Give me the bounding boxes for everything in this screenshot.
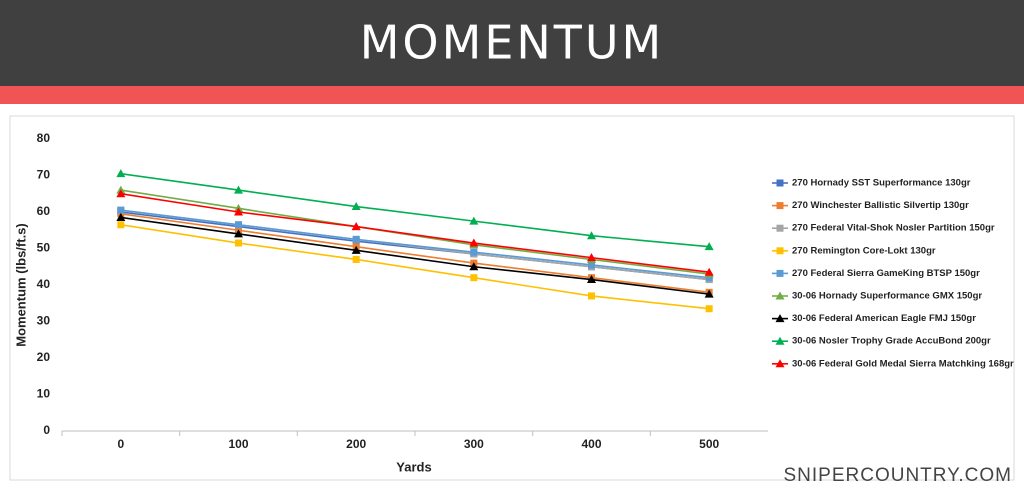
data-point [587, 253, 596, 262]
data-point [704, 289, 714, 298]
x-axis-label: Yards [396, 459, 431, 474]
data-point [116, 169, 126, 178]
data-point [117, 206, 125, 214]
legend-label: 30-06 Hornady Superformance GMX 150gr [792, 291, 982, 302]
y-tick-label: 60 [37, 204, 51, 218]
series-line [120, 192, 710, 274]
y-tick-label: 50 [37, 241, 51, 255]
legend-label: 270 Federal Sierra GameKing BTSP 150gr [792, 268, 980, 279]
legend-label: 30-06 Federal Gold Medal Sierra Matchkin… [792, 358, 1014, 369]
data-point [235, 239, 242, 247]
data-point [116, 189, 126, 198]
data-point [588, 292, 595, 300]
data-point [705, 274, 713, 282]
data-point [704, 242, 714, 251]
data-point [470, 248, 478, 256]
legend-label: 270 Winchester Ballistic Silvertip 130gr [792, 200, 969, 211]
legend-label: 30-06 Nosler Trophy Grade AccuBond 200gr [792, 336, 991, 347]
data-point [352, 255, 360, 263]
y-tick-label: 10 [37, 387, 51, 401]
legend-marker [775, 359, 785, 368]
data-point [588, 261, 595, 269]
data-point [705, 305, 713, 313]
legend-label: 270 Hornady SST Superformance 130gr [792, 178, 971, 189]
y-tick-label: 80 [37, 131, 51, 145]
y-tick-label: 20 [37, 350, 51, 364]
legend-marker [775, 336, 785, 345]
page-title: MOMENTUM [360, 16, 665, 70]
series-line [120, 209, 710, 279]
legend-marker [776, 202, 784, 210]
data-point [351, 222, 361, 231]
data-point [234, 207, 243, 216]
y-tick-label: 0 [43, 423, 50, 437]
data-point [234, 229, 243, 238]
x-tick-label: 200 [346, 437, 366, 451]
series-line [120, 189, 710, 275]
x-tick-label: 300 [464, 437, 484, 451]
series-line [120, 216, 710, 295]
x-tick-label: 500 [699, 437, 719, 451]
legend-label: 270 Remington Core-Lokt 130gr [792, 245, 936, 256]
data-point [352, 235, 360, 243]
data-point [351, 245, 361, 254]
legend-marker [776, 179, 784, 187]
legend-label: 270 Federal Vital-Shok Nosler Partition … [792, 223, 995, 234]
series-line [120, 223, 710, 310]
data-point [235, 221, 242, 229]
data-point [587, 231, 596, 240]
x-tick-label: 0 [117, 437, 124, 451]
y-tick-label: 30 [37, 314, 51, 328]
x-tick-label: 400 [581, 437, 601, 451]
data-point [351, 202, 361, 211]
data-point [234, 185, 243, 194]
data-point [117, 221, 125, 229]
chart-border [9, 115, 1015, 481]
data-point [469, 238, 479, 247]
series-line [120, 213, 710, 294]
y-axis-label: Momentum (lbs/ft.s) [13, 223, 28, 347]
series-line [120, 172, 710, 248]
legend-marker [776, 247, 784, 255]
accent-band [0, 86, 1024, 104]
y-tick-label: 40 [37, 277, 51, 291]
header-band [0, 0, 1024, 86]
data-point [469, 216, 479, 225]
legend-marker [776, 224, 784, 232]
data-point [470, 274, 478, 282]
data-point [704, 267, 714, 276]
data-point [587, 275, 596, 284]
x-tick-label: 100 [228, 437, 248, 451]
legend-marker [775, 314, 785, 323]
legend-label: 30-06 Federal American Eagle FMJ 150gr [792, 313, 976, 324]
legend-marker [776, 269, 784, 277]
y-tick-label: 70 [37, 168, 51, 182]
data-point [469, 262, 479, 271]
legend-marker [775, 291, 785, 300]
data-point [116, 212, 126, 221]
footer-brand: SNIPERCOUNTRY.COM [784, 465, 1013, 486]
